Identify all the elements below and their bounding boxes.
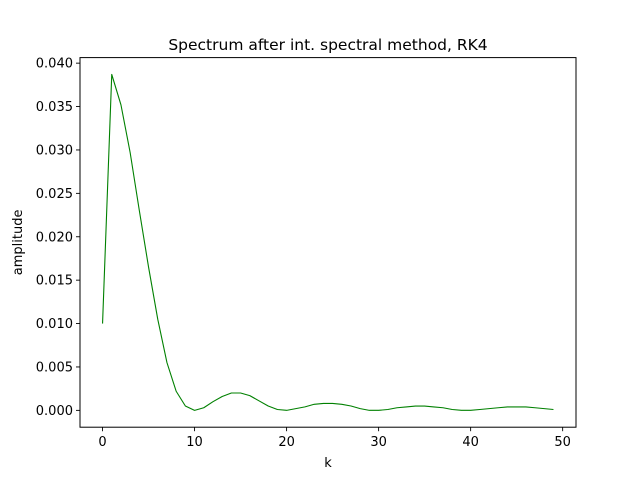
x-tick-label: 30 [370,435,387,450]
plot-layer [102,73,554,411]
y-tick-label: 0.035 [36,100,73,115]
x-tick-label: 40 [462,435,479,450]
y-tick-label: 0.005 [36,360,73,375]
y-tick-label: 0.000 [36,404,73,419]
plot-frame [79,57,577,428]
y-tick-label: 0.010 [36,317,73,332]
y-tick-label: 0.015 [36,274,73,289]
y-tick-label: 0.030 [36,143,73,158]
y-tick-label: 0.020 [36,230,73,245]
x-tick-label: 50 [554,435,571,450]
series-line-0 [102,73,554,411]
y-axis-label: amplitude [11,210,26,276]
y-tick-label: 0.040 [36,57,73,72]
x-tick-label: 10 [186,435,203,450]
y-tick-label: 0.025 [36,187,73,202]
x-tick-label: 20 [278,435,295,450]
x-axis-label: k [324,456,332,471]
chart-title: Spectrum after int. spectral method, RK4 [168,36,487,54]
x-tick-label: 0 [98,435,106,450]
ticks-layer: 0 10 20 30 40 50 0.000 0.005 0.010 0.015 0.020 0.02… [36,57,571,451]
